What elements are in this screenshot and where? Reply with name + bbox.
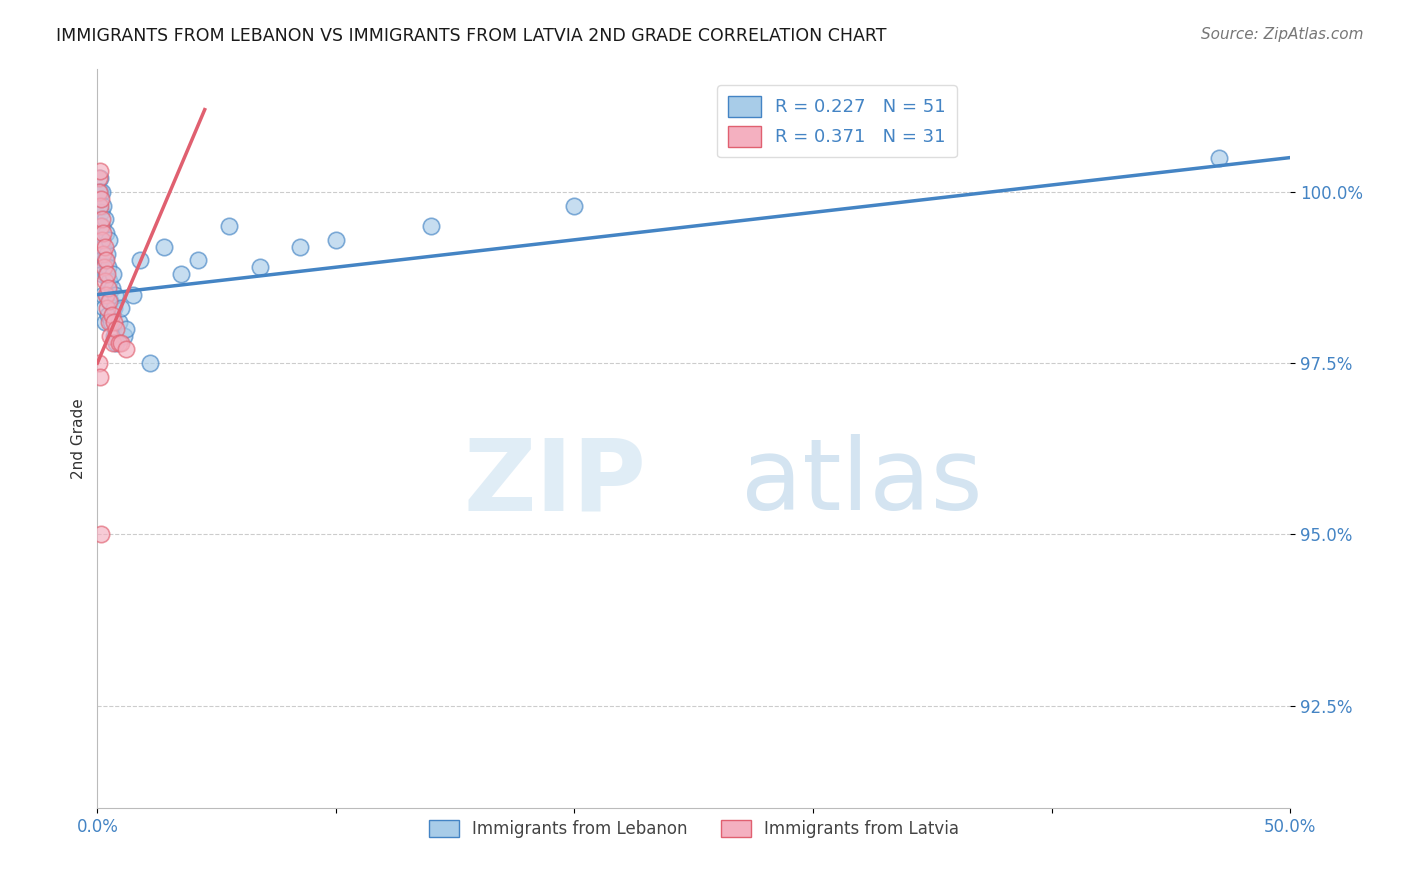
Point	[91, 185, 114, 199]
Point	[100, 281, 122, 295]
Point	[91, 212, 114, 227]
Point	[89, 171, 111, 186]
Point	[115, 322, 138, 336]
Point	[89, 198, 111, 212]
Point	[94, 274, 117, 288]
Point	[91, 226, 114, 240]
Point	[91, 219, 114, 233]
Point	[139, 356, 162, 370]
Point	[100, 294, 122, 309]
Point	[93, 240, 115, 254]
Point	[112, 328, 135, 343]
Point	[129, 253, 152, 268]
Point	[103, 328, 125, 343]
Point	[94, 253, 117, 268]
Point	[104, 287, 127, 301]
Point	[101, 335, 124, 350]
Legend: Immigrants from Lebanon, Immigrants from Latvia: Immigrants from Lebanon, Immigrants from…	[422, 813, 966, 845]
Point	[153, 240, 176, 254]
Point	[87, 171, 110, 186]
Text: atlas: atlas	[741, 434, 983, 532]
Text: IMMIGRANTS FROM LEBANON VS IMMIGRANTS FROM LATVIA 2ND GRADE CORRELATION CHART: IMMIGRANTS FROM LEBANON VS IMMIGRANTS FR…	[56, 27, 887, 45]
Point	[93, 260, 115, 275]
Point	[110, 301, 132, 316]
Point	[97, 308, 120, 322]
Point	[89, 185, 111, 199]
Point	[288, 240, 311, 254]
Point	[96, 246, 118, 260]
Point	[97, 260, 120, 275]
Text: ZIP: ZIP	[463, 434, 645, 532]
Point	[1208, 151, 1230, 165]
Point	[91, 246, 114, 260]
Point	[94, 315, 117, 329]
Point	[90, 267, 112, 281]
Point	[98, 294, 121, 309]
Point	[98, 233, 121, 247]
Point	[564, 198, 586, 212]
Point	[96, 267, 118, 281]
Point	[187, 253, 209, 268]
Point	[90, 219, 112, 233]
Point	[90, 253, 112, 268]
Point	[87, 198, 110, 212]
Point	[93, 212, 115, 227]
Point	[93, 301, 115, 316]
Point	[89, 233, 111, 247]
Point	[91, 198, 114, 212]
Point	[218, 219, 240, 233]
Point	[100, 315, 122, 329]
Point	[89, 185, 111, 199]
Point	[100, 308, 122, 322]
Point	[122, 287, 145, 301]
Point	[89, 164, 111, 178]
Point	[420, 219, 443, 233]
Point	[90, 205, 112, 219]
Y-axis label: 2nd Grade: 2nd Grade	[72, 398, 86, 479]
Point	[100, 328, 122, 343]
Point	[105, 335, 128, 350]
Point	[115, 343, 138, 357]
Point	[91, 287, 114, 301]
Point	[110, 335, 132, 350]
Point	[97, 281, 120, 295]
Point	[94, 267, 117, 281]
Point	[108, 335, 131, 350]
Point	[96, 301, 118, 316]
Point	[89, 356, 111, 370]
Point	[90, 527, 112, 541]
Point	[103, 301, 125, 316]
Point	[90, 233, 112, 247]
Point	[97, 274, 120, 288]
Point	[96, 287, 118, 301]
Point	[89, 219, 111, 233]
Point	[90, 192, 112, 206]
Point	[96, 287, 118, 301]
Point	[325, 233, 347, 247]
Point	[89, 369, 111, 384]
Point	[91, 240, 114, 254]
Point	[96, 226, 118, 240]
Text: Source: ZipAtlas.com: Source: ZipAtlas.com	[1201, 27, 1364, 42]
Point	[97, 315, 120, 329]
Point	[89, 185, 111, 199]
Point	[108, 315, 131, 329]
Point	[249, 260, 271, 275]
Point	[105, 322, 128, 336]
Point	[103, 315, 125, 329]
Point	[93, 253, 115, 268]
Point	[101, 267, 124, 281]
Point	[170, 267, 193, 281]
